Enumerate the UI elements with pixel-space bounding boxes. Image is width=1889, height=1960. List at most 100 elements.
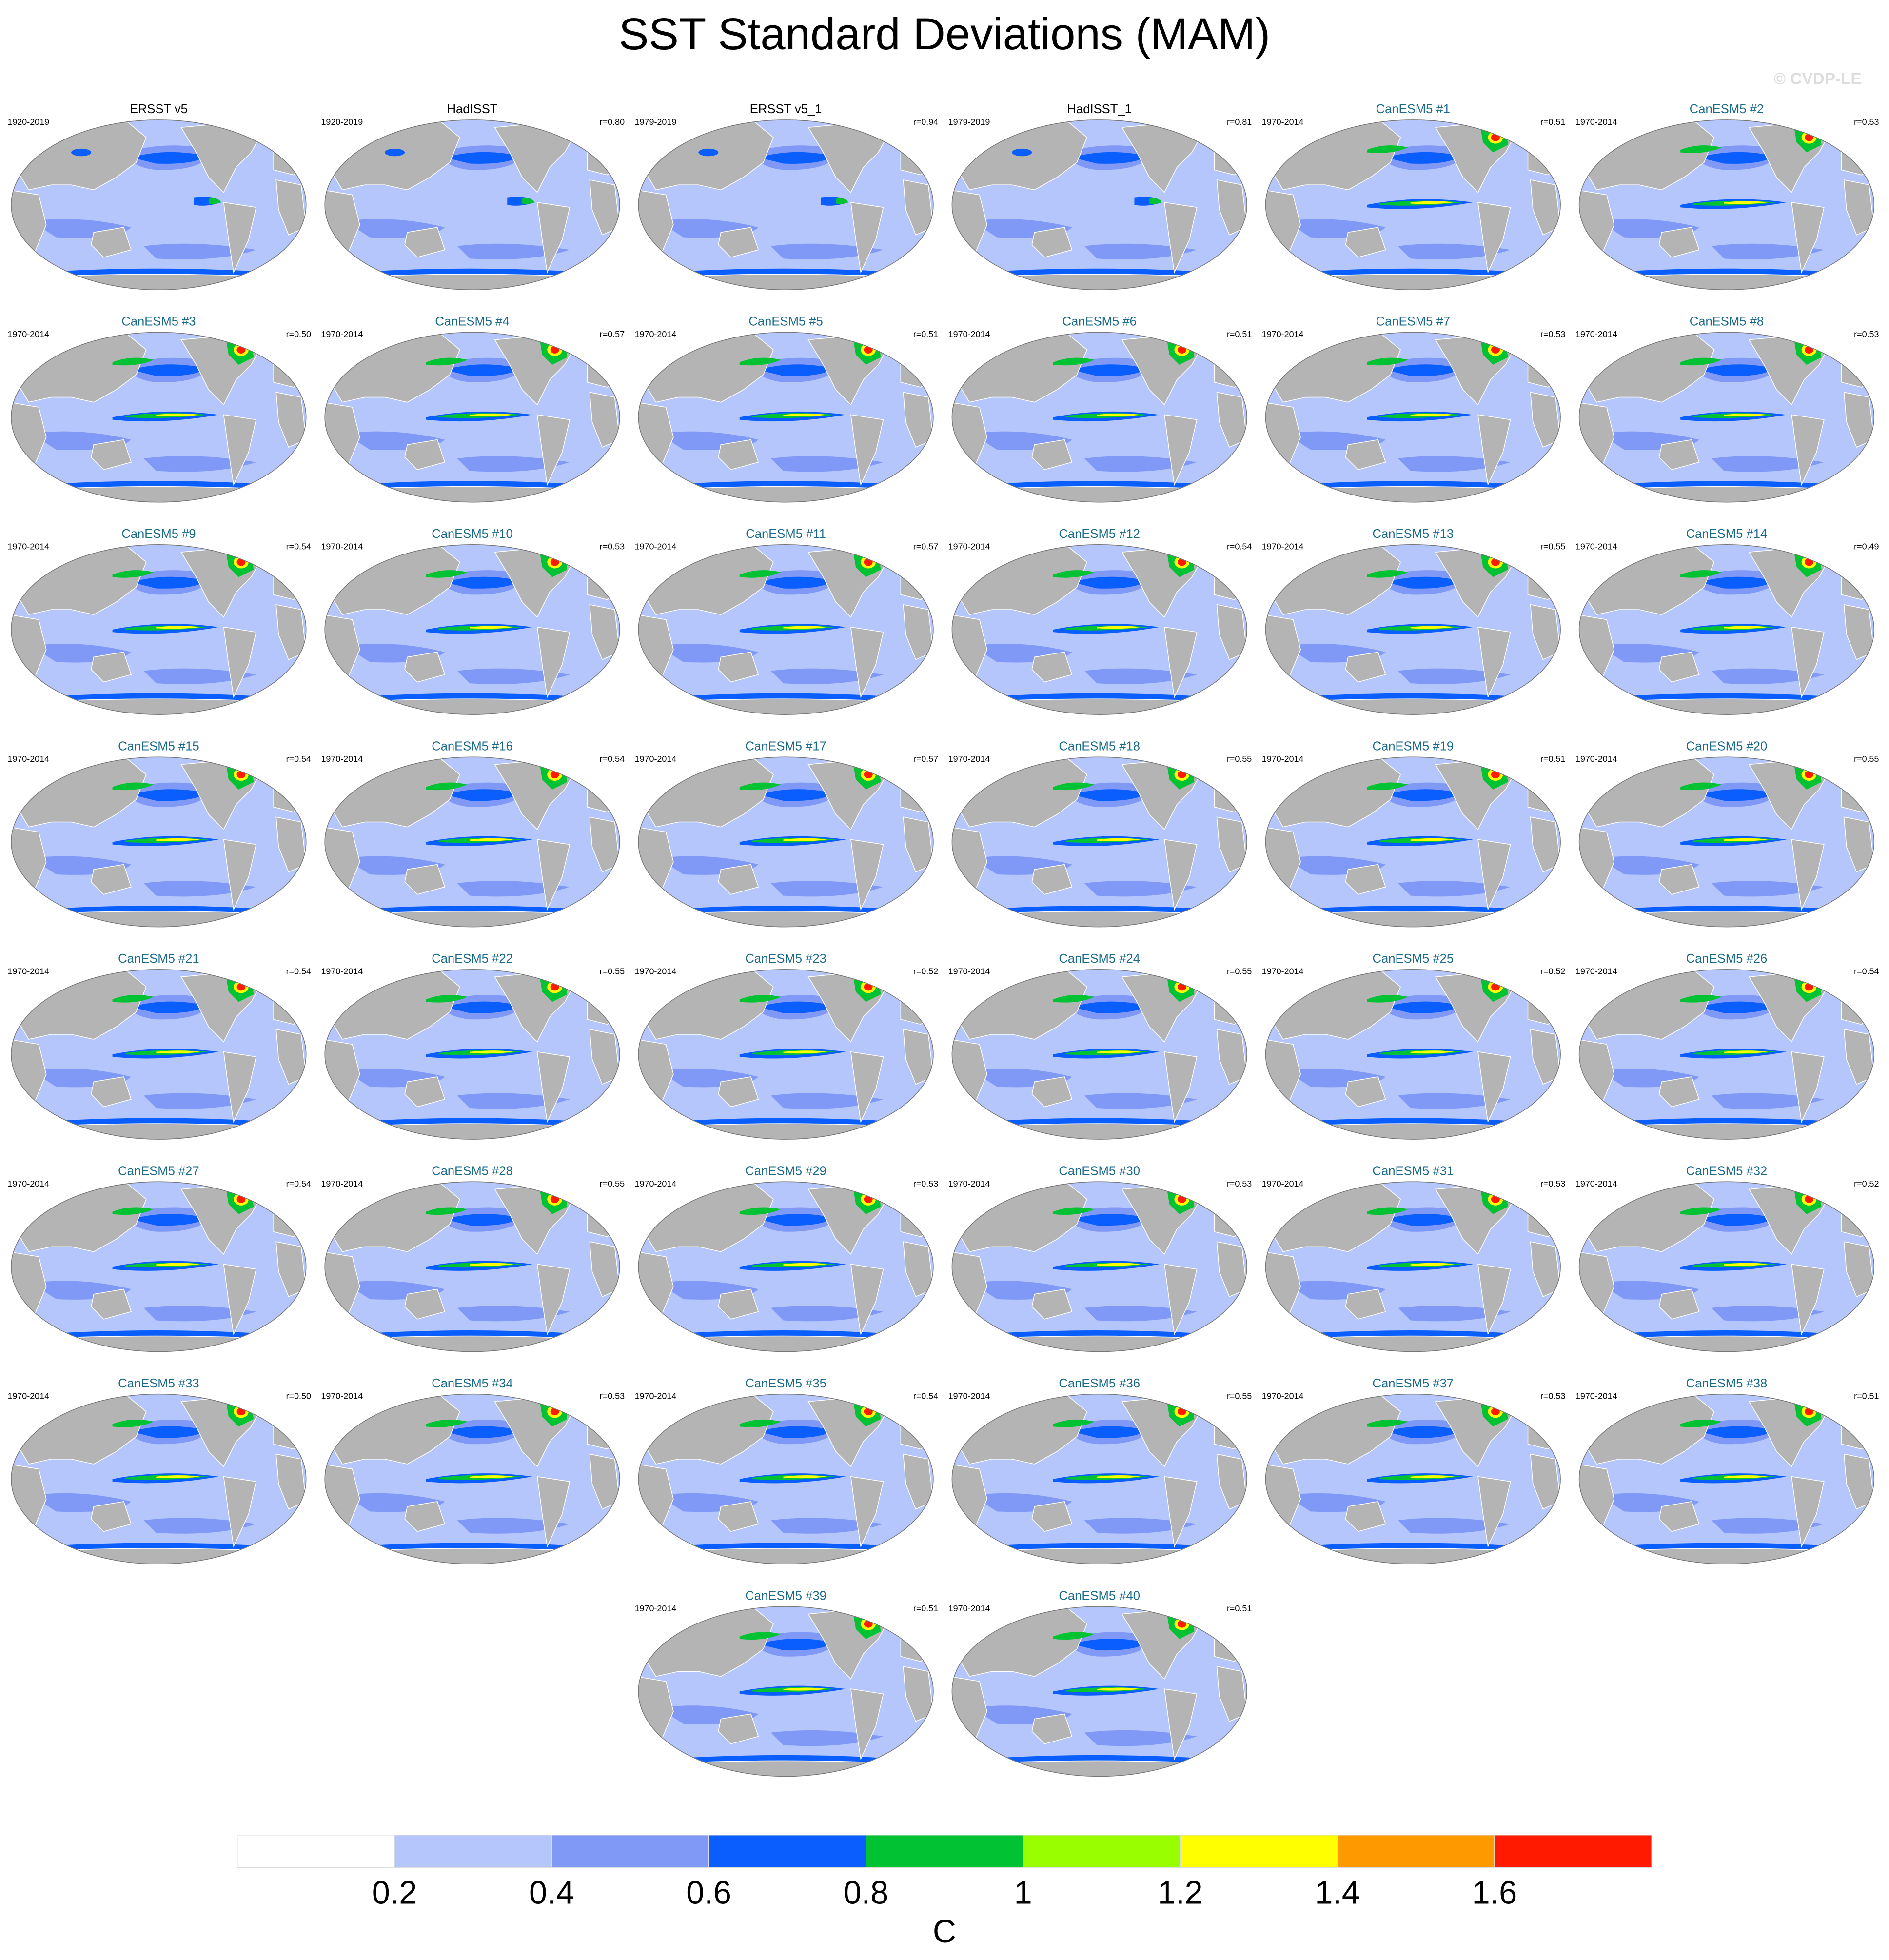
map-panel: CanESM5 #1 1970-2014 r=0.51: [1260, 102, 1565, 296]
map-panel: CanESM5 #4 1970-2014 r=0.57: [320, 315, 625, 509]
map: [1260, 1176, 1560, 1358]
panel-correlation: r=0.54: [913, 1391, 938, 1401]
panel-period: 1970-2014: [321, 542, 363, 552]
panel-correlation: r=0.53: [1854, 117, 1879, 127]
map-panel: CanESM5 #19 1970-2014 r=0.51: [1260, 740, 1565, 933]
map-panel: ERSST v5_1 1979-2019 r=0.94: [633, 102, 938, 296]
panel-period: 1970-2014: [635, 1179, 677, 1188]
panels: ERSST v5 1920-2019 HadISST 1920-2019 r=0.80 E…: [6, 102, 1879, 1782]
panel-correlation: r=0.55: [1854, 754, 1879, 764]
panel-period: 1970-2014: [948, 754, 990, 764]
panel-period: 1970-2014: [1262, 754, 1304, 764]
map-panel: CanESM5 #35 1970-2014 r=0.54: [633, 1377, 938, 1570]
map-panel: CanESM5 #14 1970-2014 r=0.49: [1574, 527, 1879, 721]
map: [1260, 114, 1560, 296]
map: [947, 114, 1247, 296]
map-panel: HadISST 1920-2019 r=0.80: [320, 102, 625, 296]
map: [947, 964, 1247, 1146]
panel-period: 1970-2014: [948, 967, 990, 976]
figure-title: SST Standard Deviations (MAM): [619, 9, 1270, 59]
map: [947, 1388, 1247, 1570]
panel-period: 1970-2014: [635, 967, 677, 976]
colorbar-tick-label: 1: [1014, 1875, 1032, 1911]
panel-period: 1970-2014: [1262, 542, 1304, 552]
map-panel: CanESM5 #28 1970-2014 r=0.55: [320, 1164, 625, 1358]
map: [633, 1601, 933, 1783]
map: [1574, 1388, 1874, 1570]
panel-title: CanESM5 #26: [1686, 952, 1768, 966]
map: [947, 1176, 1247, 1358]
panel-title: CanESM5 #32: [1686, 1164, 1768, 1178]
panel-period: 1970-2014: [7, 1391, 49, 1401]
map: [1574, 964, 1874, 1146]
panel-correlation: r=0.52: [913, 967, 938, 976]
panel-period: 1970-2014: [948, 1179, 990, 1188]
panel-correlation: r=0.52: [1854, 1179, 1879, 1188]
panel-period: 1970-2014: [321, 1391, 363, 1401]
panel-period: 1970-2014: [635, 329, 677, 339]
panel-title: CanESM5 #40: [1059, 1589, 1140, 1603]
map: [947, 327, 1247, 509]
panel-period: 1970-2014: [1575, 1179, 1617, 1188]
panel-title: CanESM5 #39: [745, 1589, 826, 1603]
map: [947, 539, 1247, 721]
colorbar: 0.2 0.4 0.6 0.8 1 1.2 1.4 1.6 C: [237, 1835, 1652, 1950]
panel-title: CanESM5 #33: [118, 1377, 199, 1390]
panel-period: 1970-2014: [7, 1179, 49, 1188]
map: [1260, 327, 1560, 509]
panel-correlation: r=0.54: [1854, 967, 1879, 976]
panel-title: CanESM5 #38: [1686, 1377, 1768, 1390]
map: [6, 964, 306, 1146]
panel-correlation: r=0.51: [1227, 329, 1252, 339]
map-panel: CanESM5 #33 1970-2014 r=0.50: [6, 1377, 311, 1570]
panel-title: CanESM5 #8: [1690, 315, 1764, 329]
colorbar-segment: [551, 1835, 709, 1868]
panel-period: 1920-2019: [7, 117, 49, 127]
panel-correlation: r=0.51: [913, 1604, 938, 1613]
panel-correlation: r=0.55: [1540, 542, 1565, 552]
panel-title: CanESM5 #15: [118, 740, 199, 753]
panel-correlation: r=0.80: [600, 117, 625, 127]
panel-title: CanESM5 #4: [435, 315, 509, 329]
panel-title: HadISST: [447, 102, 498, 116]
panel-period: 1970-2014: [1262, 117, 1304, 127]
panel-correlation: r=0.57: [913, 754, 938, 764]
map-panel: CanESM5 #29 1970-2014 r=0.53: [633, 1164, 938, 1358]
map-panel: CanESM5 #6 1970-2014 r=0.51: [947, 315, 1252, 509]
panel-period: 1970-2014: [1262, 329, 1304, 339]
panel-period: 1970-2014: [7, 967, 49, 976]
watermark: © CVDP-LE: [1774, 70, 1862, 88]
panel-title: CanESM5 #11: [746, 527, 826, 541]
map-panel: CanESM5 #2 1970-2014 r=0.53: [1574, 102, 1879, 296]
panel-correlation: r=0.54: [286, 542, 311, 552]
map: [633, 1176, 933, 1358]
panel-title: CanESM5 #3: [121, 315, 196, 329]
colorbar-tick-label: 1.4: [1315, 1875, 1360, 1911]
map-panel: CanESM5 #15 1970-2014 r=0.54: [6, 740, 311, 933]
map-panel: CanESM5 #7 1970-2014 r=0.53: [1260, 315, 1565, 509]
map: [320, 1388, 620, 1570]
map: [6, 114, 306, 296]
panel-title: CanESM5 #30: [1059, 1164, 1140, 1178]
map: [6, 752, 306, 933]
panel-title: CanESM5 #22: [432, 952, 513, 966]
map-panel: CanESM5 #39 1970-2014 r=0.51: [633, 1589, 938, 1782]
panel-correlation: r=0.57: [913, 542, 938, 552]
panel-title: HadISST_1: [1067, 102, 1132, 116]
map-panel: CanESM5 #18 1970-2014 r=0.55: [947, 740, 1252, 933]
panel-correlation: r=0.52: [1540, 967, 1565, 976]
map: [1574, 752, 1874, 933]
panel-period: 1970-2014: [1575, 754, 1617, 764]
map: [1260, 752, 1560, 933]
panel-correlation: r=0.54: [600, 754, 625, 764]
panel-title: CanESM5 #9: [121, 527, 196, 541]
map-panel: CanESM5 #13 1970-2014 r=0.55: [1260, 527, 1565, 721]
colorbar-segment: [1180, 1835, 1338, 1868]
map: [633, 114, 933, 296]
map-panel: CanESM5 #30 1970-2014 r=0.53: [947, 1164, 1252, 1358]
panel-period: 1920-2019: [321, 117, 363, 127]
panel-period: 1970-2014: [7, 542, 49, 552]
panel-title: CanESM5 #18: [1059, 740, 1140, 753]
panel-title: CanESM5 #7: [1376, 315, 1450, 329]
